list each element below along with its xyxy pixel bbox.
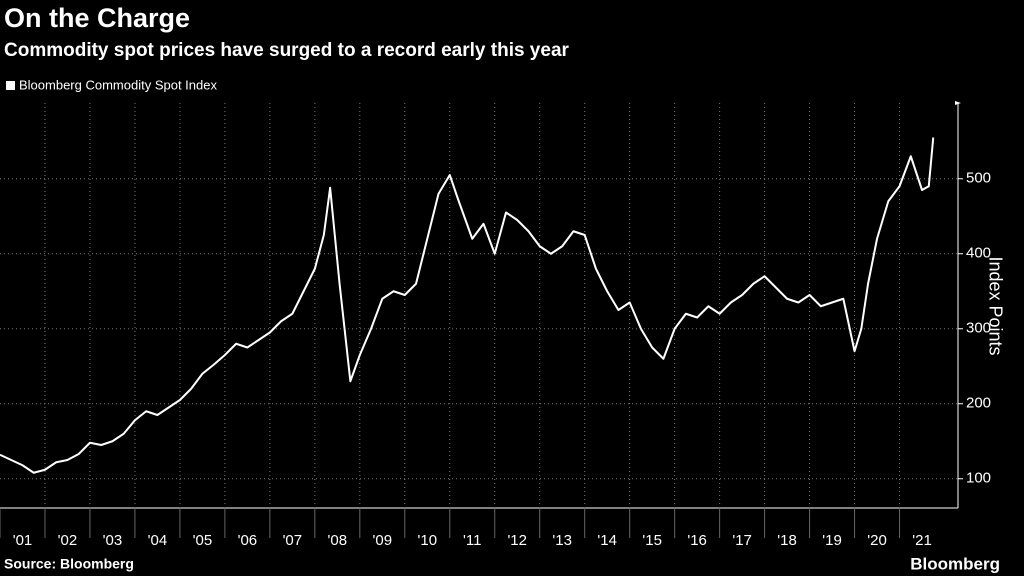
- y-axis-arrow: [955, 101, 961, 105]
- x-tick-label: '13: [552, 532, 572, 549]
- x-tick-label: '14: [597, 532, 617, 549]
- x-tick-label: '06: [238, 532, 258, 549]
- chart-subtitle: Commodity spot prices have surged to a r…: [4, 40, 570, 61]
- x-tick-label: '03: [103, 532, 123, 549]
- legend-swatch: [6, 81, 15, 90]
- source: Source: Bloomberg: [4, 556, 134, 572]
- legend-label: Bloomberg Commodity Spot Index: [19, 77, 217, 92]
- x-tick-label: '04: [148, 532, 168, 549]
- x-tick-label: '15: [642, 532, 662, 549]
- y-axis-label: Index Points: [985, 256, 1005, 355]
- chart-title: On the Charge: [4, 3, 190, 33]
- y-tick-label: 300: [966, 320, 991, 337]
- x-tick-label: '10: [417, 532, 437, 549]
- x-tick-label: '09: [373, 532, 393, 549]
- y-tick-label: 500: [966, 170, 991, 187]
- y-tick-label: 200: [966, 395, 991, 412]
- x-tick-label: '17: [732, 532, 752, 549]
- x-tick-label: '02: [58, 532, 78, 549]
- x-tick-label: '01: [13, 532, 33, 549]
- series-line: [0, 137, 935, 474]
- x-tick-label: '05: [193, 532, 213, 549]
- x-tick-label: '19: [822, 532, 842, 549]
- x-tick-label: '20: [867, 532, 887, 549]
- brand: Bloomberg: [910, 554, 1000, 573]
- x-tick-label: '18: [777, 532, 797, 549]
- y-tick-label: 100: [966, 470, 991, 487]
- x-tick-label: '16: [687, 532, 707, 549]
- x-tick-label: '08: [328, 532, 348, 549]
- x-tick-label: '11: [463, 532, 481, 549]
- x-tick-label: '21: [912, 532, 932, 549]
- x-tick-label: '12: [507, 532, 527, 549]
- y-tick-label: 400: [966, 245, 991, 262]
- x-tick-label: '07: [283, 532, 303, 549]
